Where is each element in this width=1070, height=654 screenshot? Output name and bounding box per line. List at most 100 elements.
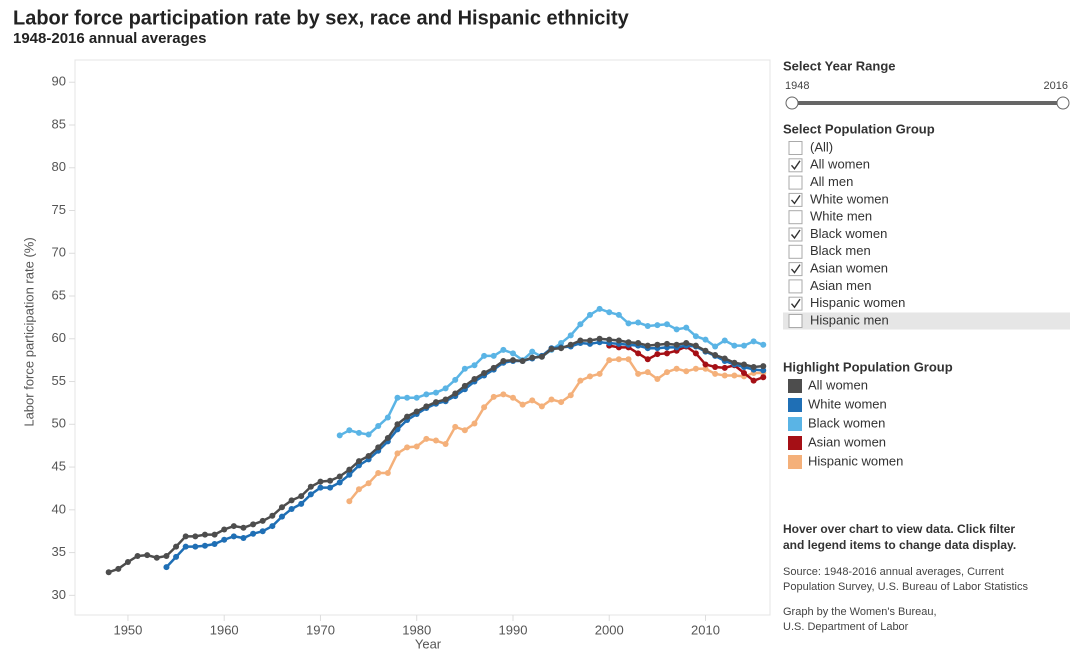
data-point[interactable] <box>163 552 170 559</box>
data-point[interactable] <box>500 346 507 353</box>
data-point[interactable] <box>760 341 767 348</box>
data-point[interactable] <box>712 343 719 350</box>
data-point[interactable] <box>702 347 709 354</box>
data-point[interactable] <box>750 364 757 371</box>
data-point[interactable] <box>721 372 728 379</box>
data-point[interactable] <box>529 354 536 361</box>
data-point[interactable] <box>250 530 257 537</box>
data-point[interactable] <box>625 356 632 363</box>
filter-option[interactable]: (All) <box>810 139 833 154</box>
data-point[interactable] <box>259 528 266 535</box>
data-point[interactable] <box>355 486 362 493</box>
data-point[interactable] <box>664 321 671 328</box>
checkbox[interactable] <box>788 314 803 328</box>
data-point[interactable] <box>192 533 199 540</box>
data-point[interactable] <box>442 440 449 447</box>
filter-option[interactable]: Asian women <box>810 261 888 276</box>
data-point[interactable] <box>144 552 151 559</box>
data-point[interactable] <box>375 444 382 451</box>
data-point[interactable] <box>625 339 632 346</box>
data-point[interactable] <box>432 437 439 444</box>
data-point[interactable] <box>731 372 738 379</box>
data-point[interactable] <box>721 364 728 371</box>
data-point[interactable] <box>404 394 411 401</box>
data-point[interactable] <box>712 364 719 371</box>
data-point[interactable] <box>673 341 680 348</box>
data-point[interactable] <box>384 470 391 477</box>
legend-label[interactable]: All women <box>808 377 868 392</box>
data-point[interactable] <box>519 358 526 365</box>
data-point[interactable] <box>404 413 411 420</box>
legend-label[interactable]: Black women <box>808 415 885 430</box>
data-point[interactable] <box>384 414 391 421</box>
data-point[interactable] <box>250 521 257 528</box>
checkbox[interactable] <box>788 262 803 277</box>
data-point[interactable] <box>336 479 343 486</box>
data-point[interactable] <box>692 365 699 372</box>
data-point[interactable] <box>192 543 199 550</box>
data-point[interactable] <box>221 526 228 533</box>
data-point[interactable] <box>230 533 237 540</box>
data-point[interactable] <box>741 369 748 376</box>
data-point[interactable] <box>288 505 295 512</box>
data-point[interactable] <box>452 390 459 397</box>
data-point[interactable] <box>105 569 112 576</box>
data-point[interactable] <box>355 458 362 465</box>
data-point[interactable] <box>336 432 343 439</box>
data-point[interactable] <box>644 322 651 329</box>
data-point[interactable] <box>692 350 699 357</box>
data-point[interactable] <box>615 337 622 344</box>
data-point[interactable] <box>471 375 478 382</box>
data-point[interactable] <box>452 423 459 430</box>
data-point[interactable] <box>577 321 584 328</box>
data-point[interactable] <box>355 429 362 436</box>
data-point[interactable] <box>625 320 632 327</box>
data-point[interactable] <box>558 399 565 406</box>
legend-label[interactable]: Asian women <box>808 434 886 449</box>
data-point[interactable] <box>327 477 334 484</box>
filter-option[interactable]: Asian men <box>810 278 871 293</box>
checkbox[interactable] <box>788 227 803 242</box>
data-point[interactable] <box>741 361 748 368</box>
data-point[interactable] <box>317 478 324 485</box>
data-point[interactable] <box>654 375 661 382</box>
data-point[interactable] <box>346 498 353 505</box>
data-point[interactable] <box>423 435 430 442</box>
data-point[interactable] <box>365 431 372 438</box>
data-point[interactable] <box>567 332 574 339</box>
data-point[interactable] <box>567 392 574 399</box>
data-point[interactable] <box>644 356 651 363</box>
data-point[interactable] <box>654 341 661 348</box>
data-point[interactable] <box>182 533 189 540</box>
data-point[interactable] <box>750 377 757 384</box>
data-point[interactable] <box>221 536 228 543</box>
year-slider-handle[interactable] <box>1056 96 1070 110</box>
data-point[interactable] <box>586 337 593 344</box>
data-point[interactable] <box>346 471 353 478</box>
data-point[interactable] <box>586 311 593 318</box>
data-point[interactable] <box>442 385 449 392</box>
data-point[interactable] <box>481 352 488 359</box>
data-point[interactable] <box>596 335 603 342</box>
data-point[interactable] <box>529 397 536 404</box>
filter-option[interactable]: Hispanic women <box>810 295 905 310</box>
data-point[interactable] <box>336 473 343 480</box>
data-point[interactable] <box>269 523 276 530</box>
filter-option[interactable]: White men <box>810 209 872 224</box>
data-point[interactable] <box>394 394 401 401</box>
filter-option[interactable]: All men <box>810 174 853 189</box>
data-point[interactable] <box>384 434 391 441</box>
data-point[interactable] <box>606 336 613 343</box>
data-point[interactable] <box>490 393 497 400</box>
data-point[interactable] <box>259 517 266 524</box>
data-point[interactable] <box>529 348 536 355</box>
data-point[interactable] <box>375 470 382 477</box>
legend-swatch[interactable] <box>788 417 802 431</box>
data-point[interactable] <box>346 466 353 473</box>
data-point[interactable] <box>346 427 353 434</box>
data-point[interactable] <box>288 497 295 504</box>
data-point[interactable] <box>538 353 545 360</box>
data-point[interactable] <box>461 365 468 372</box>
data-point[interactable] <box>606 357 613 364</box>
data-point[interactable] <box>702 336 709 343</box>
